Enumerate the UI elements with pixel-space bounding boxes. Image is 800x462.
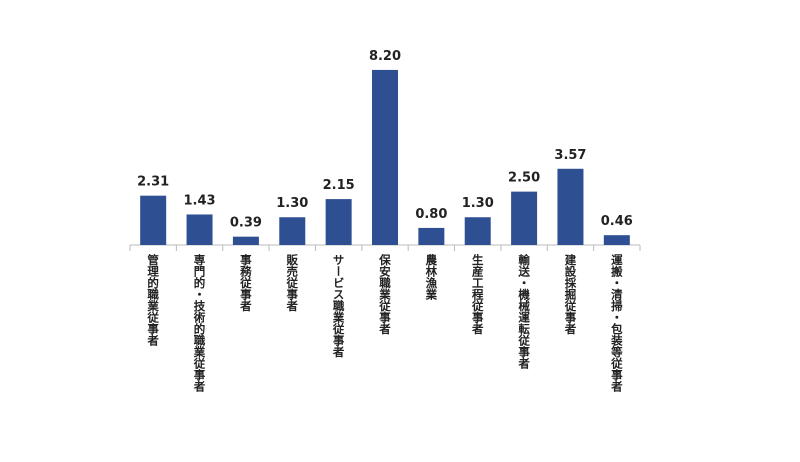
value-label: 2.31 xyxy=(137,175,169,190)
bar xyxy=(418,227,445,245)
value-label: 3.57 xyxy=(554,148,586,163)
value-label: 2.50 xyxy=(508,171,540,186)
value-label: 0.46 xyxy=(601,214,633,229)
bar xyxy=(325,199,352,245)
bar xyxy=(603,235,630,245)
bar xyxy=(511,191,538,245)
category-label: 輸送・機械運転従事者 xyxy=(517,253,531,370)
value-label: 1.30 xyxy=(462,196,494,211)
category-label: 専門的・技術的職業従事者 xyxy=(193,253,207,393)
category-label: 販売従事者 xyxy=(285,253,299,312)
category-label: 建設採掘従事者 xyxy=(563,253,577,335)
value-label: 0.80 xyxy=(415,207,447,222)
category-label: 農林漁業 xyxy=(424,253,438,301)
bar xyxy=(279,217,306,245)
value-label: 8.20 xyxy=(369,49,401,64)
value-label: 1.43 xyxy=(184,193,216,208)
category-label: 事務従事者 xyxy=(239,253,253,312)
bar xyxy=(140,195,167,245)
category-label: 管理的職業従事者 xyxy=(146,253,160,347)
category-label: サービス職業従事者 xyxy=(332,254,346,358)
bar xyxy=(232,236,259,245)
bar xyxy=(372,69,398,246)
category-label: 保安職業従事者 xyxy=(378,253,392,335)
bar xyxy=(557,168,584,245)
bar xyxy=(186,214,213,245)
value-label: 0.39 xyxy=(230,216,262,231)
category-label: 運搬・清掃・包装等従事者 xyxy=(610,254,624,393)
value-label: 2.15 xyxy=(323,178,355,193)
value-label: 1.30 xyxy=(276,196,308,211)
category-label: 生産工程従事者 xyxy=(471,253,485,335)
bar xyxy=(464,217,491,245)
